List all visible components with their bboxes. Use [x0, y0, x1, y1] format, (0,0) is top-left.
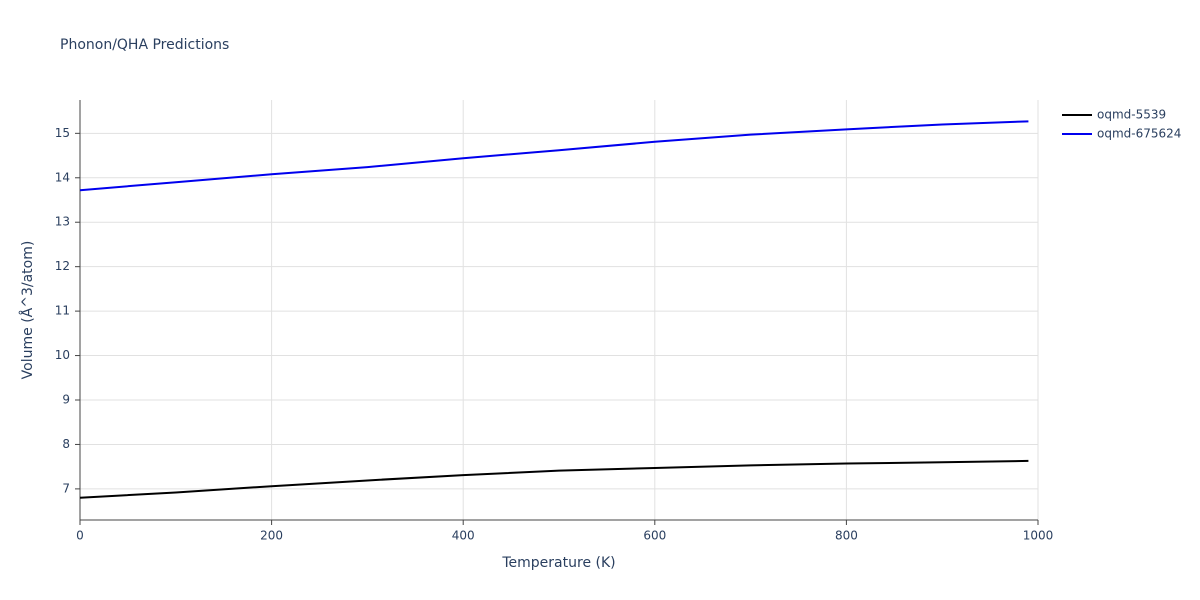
y-tick-label: 11 [55, 304, 70, 318]
plot-area [79, 120, 1029, 499]
x-tick-label: 800 [835, 529, 858, 543]
x-tick-label: 600 [643, 529, 666, 543]
y-tick-label: 7 [62, 481, 70, 495]
y-axis-label: Volume (Å^3/atom) [19, 241, 36, 380]
series-line [79, 459, 1029, 499]
legend-label: oqmd-675624 [1097, 127, 1181, 141]
y-tick-label: 12 [55, 259, 70, 273]
x-axis-label: Temperature (K) [501, 555, 615, 571]
y-tick-label: 9 [62, 393, 70, 407]
y-tick-label: 14 [55, 170, 70, 184]
y-tick-label: 13 [55, 215, 70, 229]
y-tick-label: 15 [55, 126, 70, 140]
y-tick-label: 10 [55, 348, 70, 362]
series-line [79, 120, 1029, 192]
x-tick-label: 400 [452, 529, 475, 543]
y-tick-label: 8 [62, 437, 70, 451]
x-tick-label: 1000 [1023, 529, 1054, 543]
chart-title: Phonon/QHA Predictions [60, 37, 229, 53]
x-tick-label: 200 [260, 529, 283, 543]
grid [75, 100, 1039, 525]
legend-label: oqmd-5539 [1097, 108, 1166, 122]
x-tick-label: 0 [76, 529, 84, 543]
